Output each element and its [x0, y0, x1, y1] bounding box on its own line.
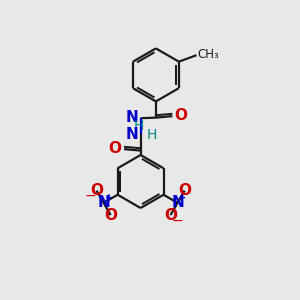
Text: CH₃: CH₃ [198, 48, 219, 61]
Text: N: N [126, 127, 139, 142]
Text: O: O [175, 108, 188, 123]
Text: O: O [104, 208, 117, 223]
Text: N: N [171, 195, 184, 210]
Text: O: O [109, 141, 122, 156]
Text: N: N [126, 110, 139, 125]
Text: −: − [84, 189, 96, 203]
Text: −: − [171, 213, 183, 227]
Text: +: + [104, 193, 113, 203]
Text: +: + [178, 193, 187, 203]
Text: O: O [90, 183, 103, 198]
Text: N: N [97, 195, 110, 210]
Text: H: H [134, 119, 144, 134]
Text: O: O [164, 208, 177, 223]
Text: O: O [178, 183, 191, 198]
Text: H: H [147, 128, 158, 142]
